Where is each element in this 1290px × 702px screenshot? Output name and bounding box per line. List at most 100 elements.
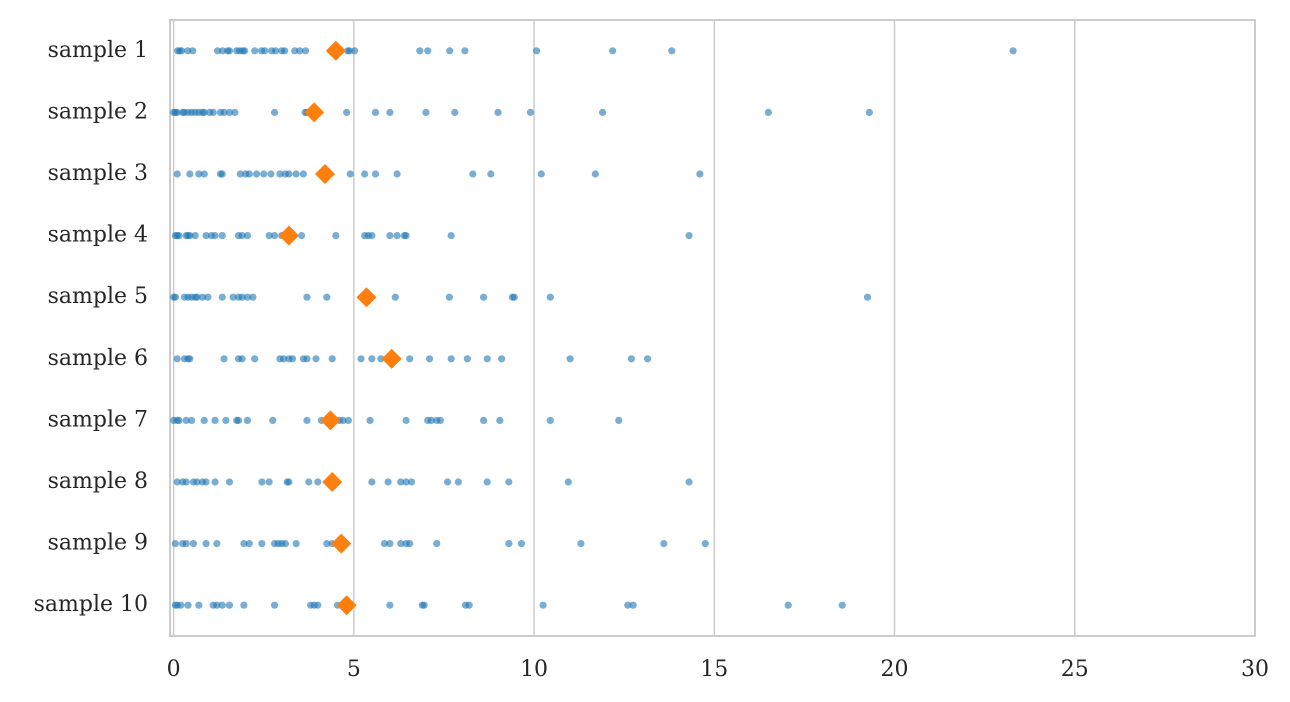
point: [258, 540, 266, 548]
point: [566, 355, 574, 363]
point: [303, 293, 311, 301]
point: [343, 108, 351, 116]
point: [213, 47, 222, 55]
x-tick-label: 10: [520, 657, 548, 682]
point: [564, 478, 572, 486]
point: [505, 478, 513, 486]
point: [189, 540, 198, 548]
point: [211, 416, 219, 424]
point: [175, 232, 183, 240]
point: [258, 478, 266, 486]
y-tick-label: sample 10: [34, 592, 148, 617]
point: [171, 540, 180, 548]
y-tick-label: sample 2: [48, 99, 148, 124]
point: [243, 232, 252, 240]
point: [204, 293, 212, 301]
point: [483, 355, 491, 363]
y-tick-label: sample 4: [48, 223, 148, 248]
point: [539, 601, 547, 609]
point: [213, 601, 221, 609]
x-tick-label: 5: [347, 657, 361, 682]
point: [241, 47, 249, 55]
point: [371, 108, 380, 116]
point: [222, 416, 230, 424]
point: [240, 540, 248, 548]
y-tick-label: sample 8: [48, 469, 148, 494]
point: [218, 232, 226, 240]
point: [784, 601, 792, 609]
point: [225, 47, 234, 55]
point: [386, 232, 394, 240]
y-tick-label: sample 6: [48, 346, 148, 371]
point: [182, 416, 190, 424]
point: [685, 232, 693, 240]
point: [177, 601, 185, 609]
point: [171, 293, 180, 301]
point: [465, 601, 473, 609]
point: [193, 478, 201, 486]
point: [292, 170, 300, 178]
point: [213, 540, 221, 548]
point: [202, 478, 210, 486]
point: [446, 47, 454, 55]
point: [285, 478, 293, 486]
point: [391, 293, 399, 301]
x-tick-label: 15: [700, 657, 728, 682]
point: [591, 170, 599, 178]
point: [609, 47, 617, 55]
point: [685, 478, 693, 486]
point: [177, 47, 186, 55]
point: [443, 478, 452, 486]
point: [445, 293, 453, 301]
point: [344, 416, 353, 424]
point: [249, 293, 257, 301]
point: [532, 47, 541, 55]
point: [195, 170, 203, 178]
point: [386, 108, 394, 116]
x-tick-label: 20: [881, 657, 909, 682]
point: [238, 355, 246, 363]
point: [1009, 47, 1017, 55]
point: [696, 170, 704, 178]
point: [303, 355, 311, 363]
point: [764, 108, 772, 116]
point: [380, 540, 389, 548]
point: [243, 416, 252, 424]
point: [627, 355, 635, 363]
point: [182, 540, 190, 548]
point: [397, 478, 405, 486]
point: [546, 293, 554, 301]
point: [397, 540, 405, 548]
point: [406, 540, 414, 548]
mean-marker: [381, 348, 402, 369]
point: [231, 108, 239, 116]
point: [469, 170, 477, 178]
y-tick-label: sample 3: [48, 161, 148, 186]
point: [406, 355, 414, 363]
point: [402, 478, 410, 486]
point: [346, 170, 354, 178]
point: [407, 478, 416, 486]
point: [270, 601, 279, 609]
point: [393, 170, 401, 178]
point: [350, 47, 359, 55]
point: [211, 478, 219, 486]
point: [314, 478, 322, 486]
point: [292, 540, 300, 548]
point: [422, 108, 430, 116]
point: [416, 47, 424, 55]
point: [537, 170, 545, 178]
point: [191, 232, 199, 240]
point: [425, 355, 434, 363]
point: [270, 232, 279, 240]
point: [386, 540, 394, 548]
point: [463, 355, 471, 363]
point: [368, 232, 376, 240]
point: [339, 416, 347, 424]
point: [285, 170, 293, 178]
point: [270, 108, 279, 116]
mean-marker: [331, 533, 352, 554]
y-tick-label: sample 1: [48, 38, 148, 63]
point: [624, 601, 632, 609]
